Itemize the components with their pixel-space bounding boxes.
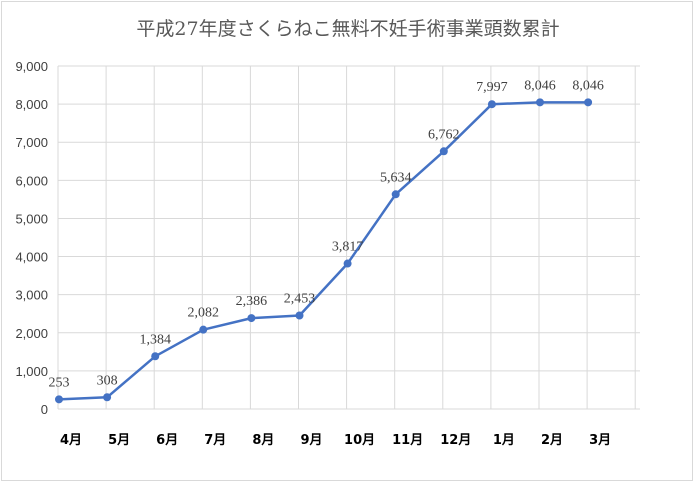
data-label: 1,384 xyxy=(139,332,171,347)
data-point xyxy=(391,190,400,199)
data-label: 308 xyxy=(97,373,118,388)
y-tick-label: 7,000 xyxy=(15,135,48,150)
y-tick-label: 4,000 xyxy=(15,250,48,265)
y-tick-label: 2,000 xyxy=(15,326,48,341)
data-label: 2,453 xyxy=(284,292,316,307)
chart-title: 平成27年度さくらねこ無料不妊手術事業頭数累計 xyxy=(136,18,560,40)
gridlines xyxy=(57,65,640,410)
data-label: 3,817 xyxy=(332,240,364,255)
x-tick-label: 7月 xyxy=(204,433,226,448)
y-tick-label: 1,000 xyxy=(15,364,48,379)
data-point xyxy=(487,100,496,109)
x-axis-tick-labels: 4月 5月 6月 7月 8月 9月 10月 11月 12月 1月 2月 3月 xyxy=(60,433,611,448)
x-tick-label: 1月 xyxy=(493,433,515,448)
data-point xyxy=(584,98,593,107)
data-point xyxy=(295,311,304,320)
x-tick-label: 4月 xyxy=(60,433,82,448)
y-tick-label: 3,000 xyxy=(15,288,48,303)
data-label: 7,997 xyxy=(476,80,508,95)
y-tick-label: 8,000 xyxy=(15,97,48,112)
data-point xyxy=(151,352,160,361)
data-point xyxy=(536,98,544,107)
x-tick-label: 12月 xyxy=(440,433,471,448)
x-tick-label: 2月 xyxy=(541,433,563,448)
x-tick-label: 6月 xyxy=(156,433,178,448)
data-label: 253 xyxy=(49,375,70,390)
y-tick-label: 0 xyxy=(41,402,48,417)
data-label: 2,082 xyxy=(188,306,220,321)
data-point xyxy=(343,259,352,268)
y-tick-label: 5,000 xyxy=(15,211,48,226)
x-tick-label: 8月 xyxy=(252,433,274,448)
data-label: 6,762 xyxy=(428,127,460,142)
data-label: 2,386 xyxy=(236,294,268,309)
x-tick-label: 10月 xyxy=(344,433,375,448)
y-axis-tick-labels: 0 1,000 2,000 3,000 4,000 5,000 6,000 7,000 8,00… xyxy=(15,59,48,417)
x-tick-label: 11月 xyxy=(392,433,423,448)
data-point xyxy=(103,393,112,402)
data-point xyxy=(247,314,256,323)
y-tick-label: 6,000 xyxy=(15,173,48,188)
data-point xyxy=(55,395,63,404)
data-point xyxy=(439,147,448,156)
data-points xyxy=(55,98,593,404)
y-tick-label: 9,000 xyxy=(15,59,48,74)
data-label: 8,046 xyxy=(524,78,556,93)
data-point xyxy=(199,325,208,334)
data-label: 8,046 xyxy=(572,78,604,93)
x-tick-label: 5月 xyxy=(108,433,130,448)
x-tick-label: 3月 xyxy=(589,433,611,448)
x-tick-label: 9月 xyxy=(300,433,322,448)
data-labels: 253 308 1,384 2,082 2,386 2,453 3,817 5,634 6,76… xyxy=(49,78,604,390)
data-label: 5,634 xyxy=(380,170,412,185)
series-line xyxy=(58,101,589,401)
